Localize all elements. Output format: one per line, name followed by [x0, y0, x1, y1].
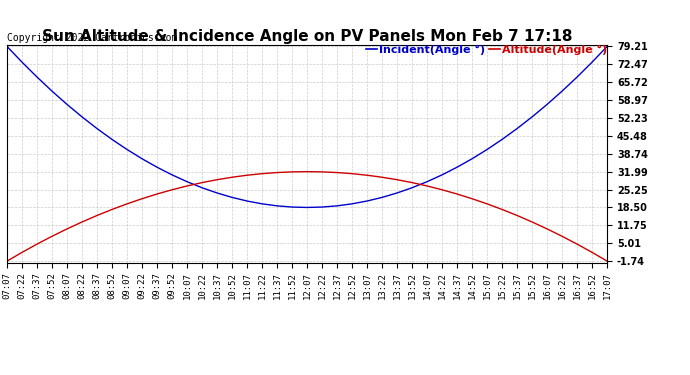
- Text: Copyright 2022 Cartronics.com: Copyright 2022 Cartronics.com: [7, 33, 177, 43]
- Legend: Incident(Angle °), Altitude(Angle °): Incident(Angle °), Altitude(Angle °): [366, 45, 607, 55]
- Title: Sun Altitude & Incidence Angle on PV Panels Mon Feb 7 17:18: Sun Altitude & Incidence Angle on PV Pan…: [42, 29, 572, 44]
